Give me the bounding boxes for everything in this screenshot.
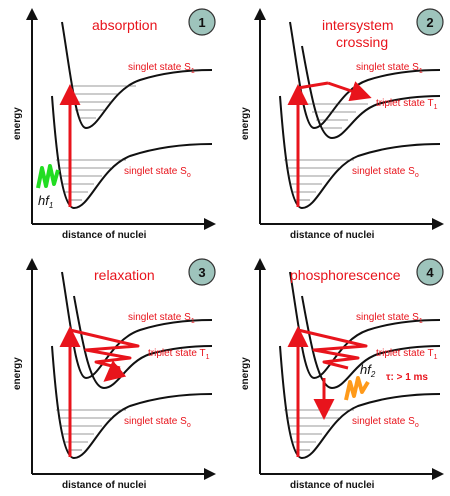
y-axis-label: energy: [12, 107, 23, 140]
s0-levels: [56, 159, 126, 201]
singlet0-label: singlet state So: [352, 166, 419, 179]
panel-number-badge: [188, 8, 216, 36]
s0-curve: [51, 345, 213, 460]
singlet1-label: singlet state S1: [356, 62, 423, 75]
triplet-label: triplet state T1: [376, 348, 438, 361]
singlet1-label: singlet state S1: [128, 62, 195, 75]
y-axis-label: energy: [240, 357, 251, 390]
panel-number: 3: [198, 265, 205, 280]
x-axis-label: distance of nuclei: [290, 230, 375, 241]
emission-wave-icon: [344, 376, 370, 401]
x-axis-label: distance of nuclei: [290, 480, 375, 491]
isc-arrow: [297, 81, 329, 90]
panel-number-badge: [188, 258, 216, 286]
s0-curve: [279, 345, 441, 460]
panel-2: energy distance of nuclei intersystem cr…: [240, 8, 444, 241]
s0-curve: [51, 95, 213, 210]
y-axis-label: energy: [240, 107, 251, 140]
panel-number-badge: [416, 258, 444, 286]
singlet1-label: singlet state S1: [128, 312, 195, 325]
panel-title: phosphorescence: [290, 267, 401, 283]
lifetime-label: τ: > 1 ms: [386, 372, 428, 383]
panel-title: absorption: [92, 17, 157, 33]
isc-arrow-head: [327, 81, 372, 102]
s1-curve: [61, 21, 213, 130]
panel-title-line2: crossing: [336, 34, 388, 50]
singlet0-label: singlet state So: [124, 166, 191, 179]
relaxation-arrow-head: [103, 360, 127, 382]
panel-number: 4: [426, 265, 434, 280]
x-axis-label: distance of nuclei: [62, 480, 147, 491]
singlet1-label: singlet state S1: [356, 312, 423, 325]
panel-number-badge: [416, 8, 444, 36]
singlet0-label: singlet state So: [352, 416, 419, 429]
triplet-label: triplet state T1: [148, 348, 210, 361]
hf1-label: hf1: [38, 193, 53, 210]
panel-number: 1: [198, 15, 205, 30]
t1-levels: [308, 103, 368, 129]
panel-1: energy distance of nuclei hf1 absorption…: [12, 8, 216, 241]
panel-title: relaxation: [94, 267, 155, 283]
x-axis-label: distance of nuclei: [62, 230, 147, 241]
y-axis-label: energy: [12, 357, 23, 390]
photon-wave-icon: [36, 164, 60, 189]
panel-number: 2: [426, 15, 433, 30]
triplet-label: triplet state T1: [376, 98, 438, 111]
s0-curve: [279, 95, 441, 210]
relaxation-zigzag: [69, 328, 140, 370]
relaxation-zigzag: [297, 328, 368, 370]
panel-title-line1: intersystem: [322, 17, 394, 33]
singlet0-label: singlet state So: [124, 416, 191, 429]
t1-curve: [301, 45, 441, 140]
hf2-label: hf2: [360, 362, 376, 379]
panel-4: energy distance of nuclei hf2 τ: > 1 ms …: [240, 258, 444, 491]
panel-3: energy distance of nuclei relaxation sin…: [12, 258, 216, 491]
